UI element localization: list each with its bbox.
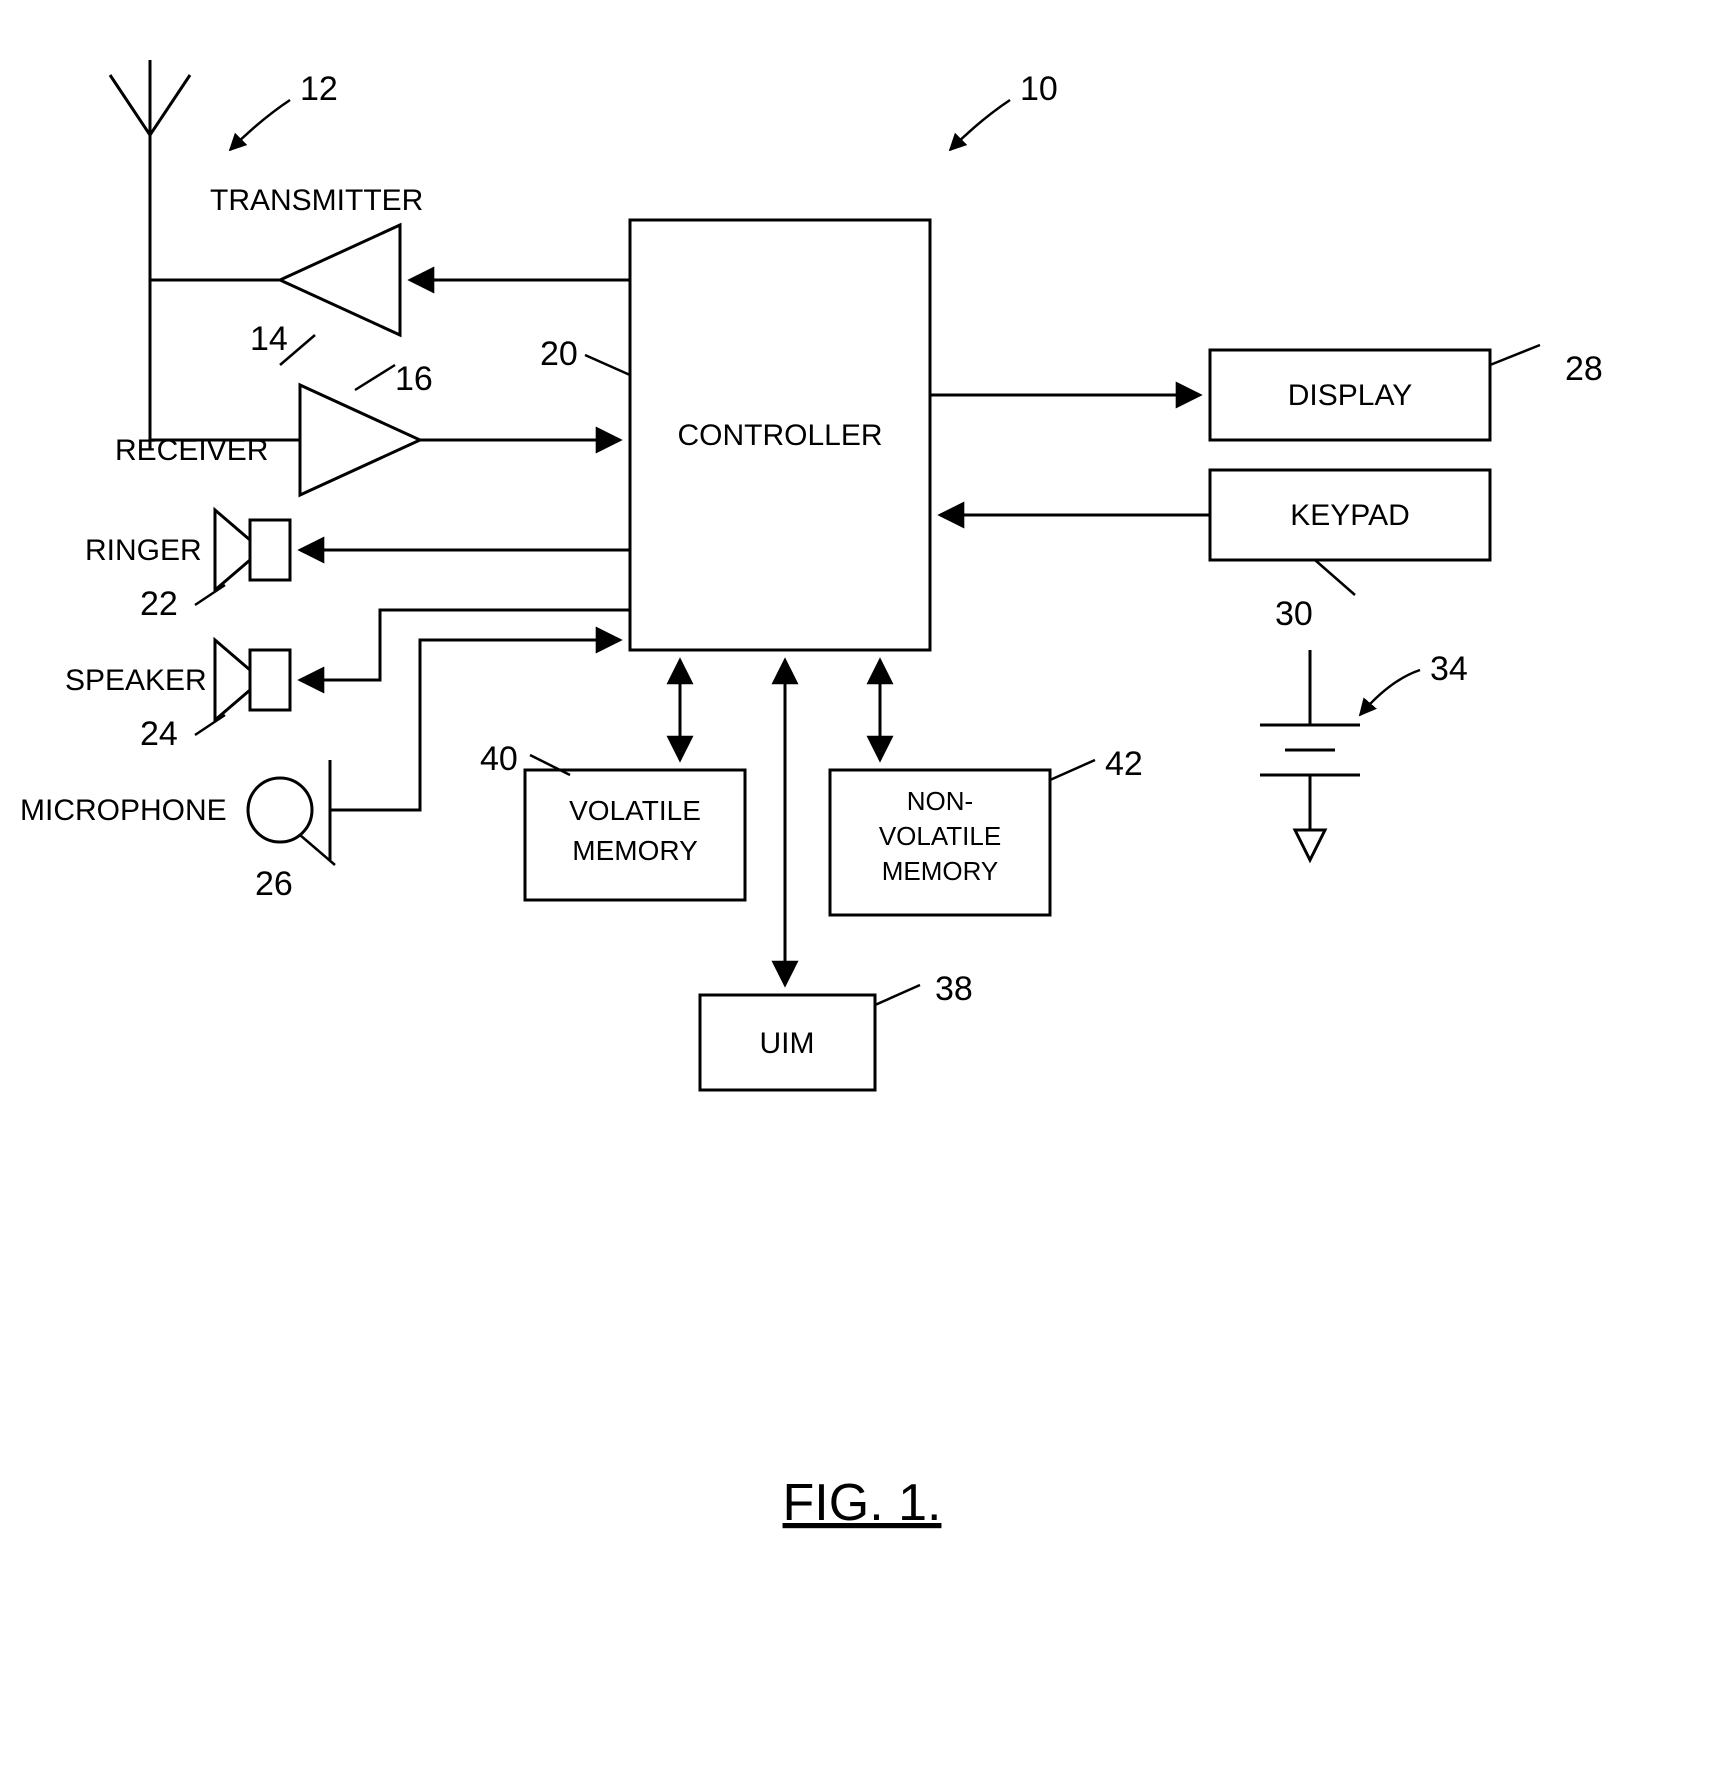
speaker-label: SPEAKER [65,664,207,697]
ref30-leader [1315,560,1355,595]
microphone-to-controller [330,640,620,810]
ref16-text: 16 [395,360,433,398]
ref30-text: 30 [1275,595,1313,633]
ref40-leader [530,755,570,775]
ref16-leader [355,365,395,390]
volatile-label-1: VOLATILE [569,795,701,826]
ref38-leader [875,985,920,1005]
nonvolatile-label-1: NON- [907,786,973,816]
controller-label: CONTROLLER [677,419,882,452]
ref28-leader [1490,345,1540,365]
ref10-text: 10 [1020,70,1058,108]
ref10-arrow [950,100,1010,150]
receiver-icon [300,385,420,495]
ref24-text: 24 [140,715,178,753]
ref34-text: 34 [1430,650,1468,688]
ref20-text: 20 [540,335,578,373]
microphone-label: MICROPHONE [20,794,227,827]
display-label: DISPLAY [1288,379,1413,412]
ref12-arrow [230,100,290,150]
ref12-text: 12 [300,70,338,108]
uim-label: UIM [760,1027,815,1060]
ref38-text: 38 [935,970,973,1008]
volatile-label-2: MEMORY [572,835,698,866]
ref24-leader [195,715,225,735]
keypad-label: KEYPAD [1290,499,1410,532]
speaker-icon [215,640,290,720]
transmitter-label: TRANSMITTER [210,184,423,217]
figure-caption: FIG. 1. [783,1474,942,1532]
battery-ground-icon [1260,650,1360,860]
ref26-text: 26 [255,865,293,903]
ref22-leader [195,585,225,605]
ref34-arrow [1360,670,1420,715]
ref20-leader [585,355,630,375]
controller-to-speaker [300,610,630,680]
ringer-label: RINGER [85,534,202,567]
nonvolatile-label-3: MEMORY [882,856,999,886]
ref14-text: 14 [250,320,288,358]
antenna-icon [110,60,190,450]
ref40-text: 40 [480,740,518,778]
ref22-text: 22 [140,585,178,623]
microphone-icon [248,760,330,860]
ringer-icon [215,510,290,590]
nonvolatile-label-2: VOLATILE [879,821,1001,851]
ref28-text: 28 [1565,350,1603,388]
ref42-leader [1050,760,1095,780]
ref42-text: 42 [1105,745,1143,783]
transmitter-icon [280,225,400,335]
